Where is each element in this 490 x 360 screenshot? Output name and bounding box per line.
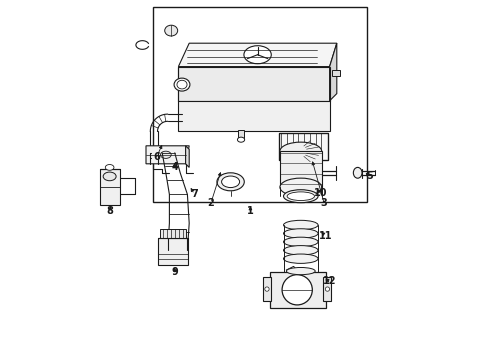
Bar bbox=[270, 272, 326, 308]
Bar bbox=[100, 169, 120, 205]
Text: 7: 7 bbox=[191, 189, 198, 199]
Ellipse shape bbox=[174, 78, 190, 91]
Ellipse shape bbox=[325, 287, 330, 291]
Ellipse shape bbox=[286, 267, 315, 275]
Text: 4: 4 bbox=[172, 162, 178, 172]
Bar bbox=[160, 229, 186, 238]
Bar bbox=[279, 133, 328, 160]
Bar bbox=[323, 277, 331, 301]
Ellipse shape bbox=[221, 176, 240, 188]
Ellipse shape bbox=[284, 229, 318, 238]
Bar bbox=[157, 238, 188, 265]
Ellipse shape bbox=[244, 46, 271, 64]
Text: 12: 12 bbox=[323, 276, 336, 286]
Ellipse shape bbox=[284, 254, 318, 264]
Text: 10: 10 bbox=[314, 188, 327, 198]
Ellipse shape bbox=[284, 220, 318, 230]
Bar bbox=[238, 130, 245, 138]
Ellipse shape bbox=[217, 173, 245, 191]
Ellipse shape bbox=[284, 246, 318, 255]
Bar bbox=[263, 277, 271, 301]
Ellipse shape bbox=[177, 80, 187, 89]
Text: 11: 11 bbox=[319, 231, 333, 241]
Ellipse shape bbox=[284, 190, 318, 203]
Ellipse shape bbox=[280, 142, 321, 160]
Ellipse shape bbox=[165, 25, 178, 36]
Text: 1: 1 bbox=[247, 206, 254, 216]
Ellipse shape bbox=[284, 237, 318, 247]
Ellipse shape bbox=[280, 178, 321, 196]
Text: 5: 5 bbox=[366, 171, 372, 181]
Ellipse shape bbox=[238, 137, 245, 142]
Ellipse shape bbox=[353, 167, 362, 178]
Bar bbox=[332, 70, 340, 76]
Ellipse shape bbox=[105, 165, 114, 170]
Polygon shape bbox=[178, 43, 337, 67]
Bar bbox=[280, 151, 321, 187]
Ellipse shape bbox=[103, 172, 116, 181]
Ellipse shape bbox=[282, 275, 312, 305]
Ellipse shape bbox=[265, 287, 269, 291]
Ellipse shape bbox=[160, 151, 171, 158]
Text: 6: 6 bbox=[153, 152, 160, 162]
Polygon shape bbox=[146, 146, 189, 164]
Text: 2: 2 bbox=[207, 198, 214, 208]
Polygon shape bbox=[178, 67, 330, 101]
Text: 9: 9 bbox=[172, 267, 178, 277]
Text: 8: 8 bbox=[106, 206, 114, 216]
Polygon shape bbox=[186, 146, 189, 167]
Text: 3: 3 bbox=[321, 198, 328, 208]
Bar bbox=[279, 133, 328, 160]
Ellipse shape bbox=[287, 192, 315, 201]
Polygon shape bbox=[330, 43, 337, 101]
Bar bbox=[153, 7, 368, 202]
Bar bbox=[178, 101, 330, 131]
